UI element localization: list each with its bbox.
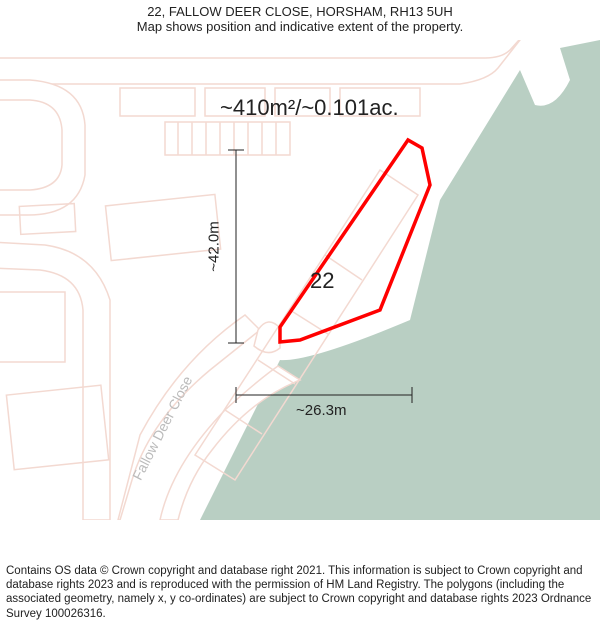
map-area: ~410m²/~0.101ac. 22 ~42.0m ~26.3m Fallow… <box>0 40 600 520</box>
horizontal-dimension-label: ~26.3m <box>296 402 346 419</box>
area-label: ~410m²/~0.101ac. <box>220 95 399 121</box>
house-number-label: 22 <box>310 268 334 294</box>
footer-attribution: Contains OS data © Crown copyright and d… <box>6 564 594 622</box>
vertical-dimension-label: ~42.0m <box>206 221 223 271</box>
page-root: 22, FALLOW DEER CLOSE, HORSHAM, RH13 5UH… <box>0 0 600 625</box>
page-subtitle: Map shows position and indicative extent… <box>0 19 600 34</box>
page-title: 22, FALLOW DEER CLOSE, HORSHAM, RH13 5UH <box>0 4 600 19</box>
property-outline <box>280 140 430 342</box>
header: 22, FALLOW DEER CLOSE, HORSHAM, RH13 5UH… <box>0 4 600 34</box>
